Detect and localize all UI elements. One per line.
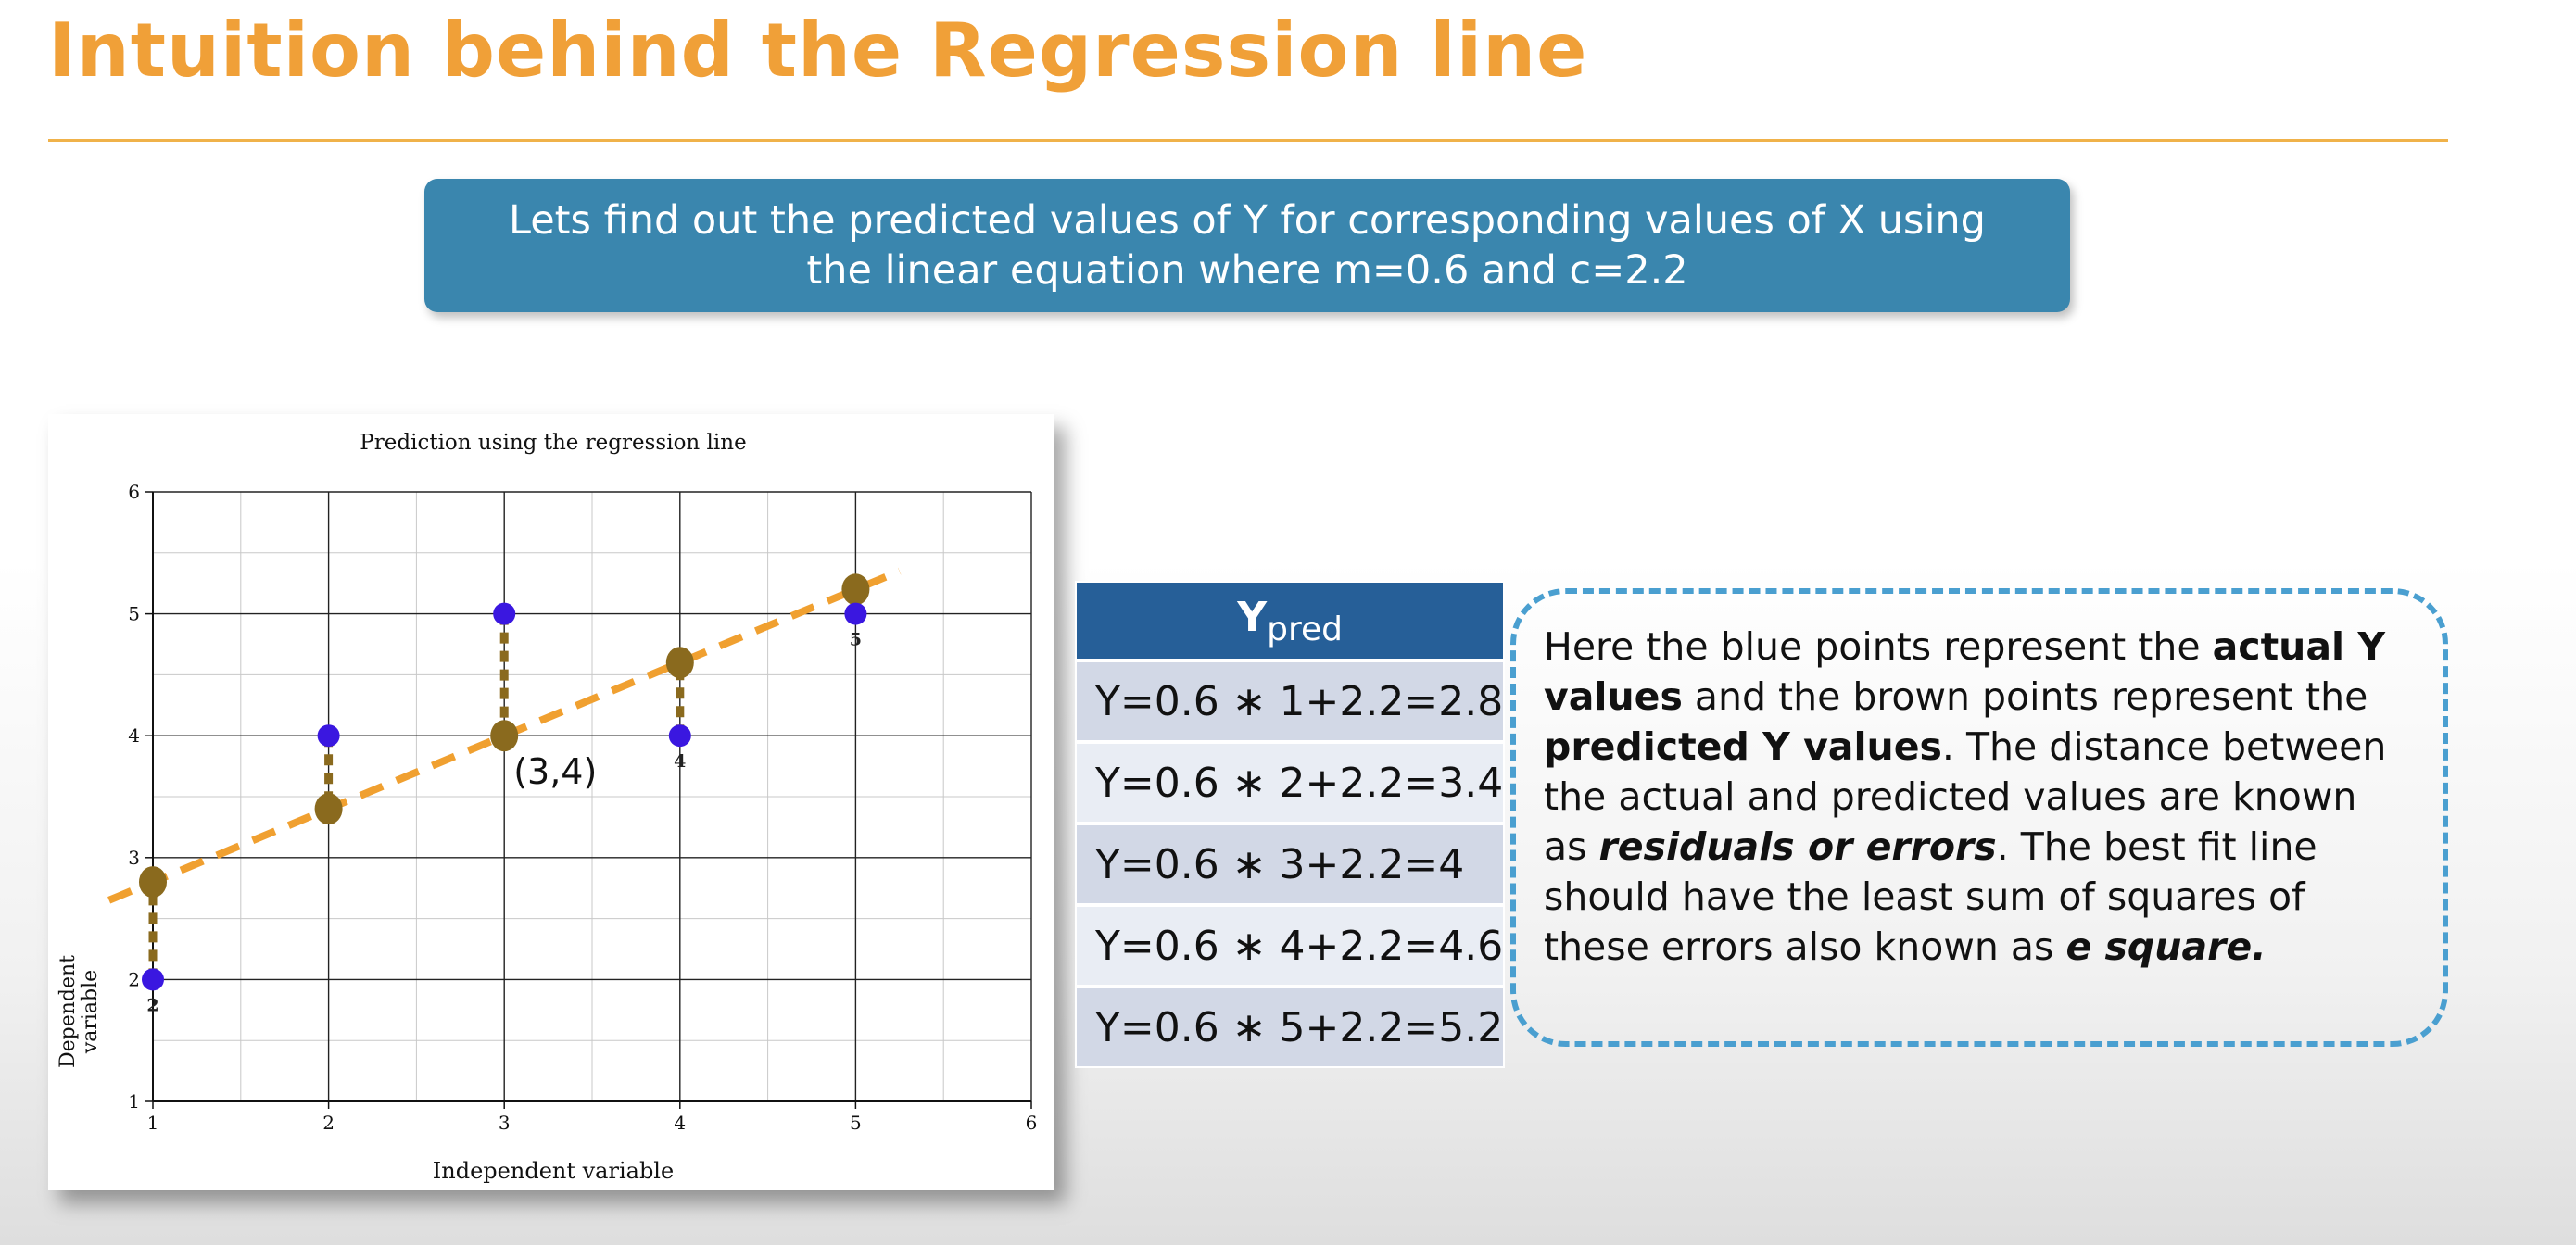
x-tick-label: 3 bbox=[499, 1112, 511, 1134]
actual-point bbox=[844, 602, 867, 625]
y-tick-label: 3 bbox=[128, 847, 140, 869]
chart-title: Prediction using the regression line bbox=[360, 431, 746, 455]
actual-point bbox=[317, 724, 340, 748]
predicted-values-table: Ypred Y=0.6 ∗ 1+2.2=2.8 Y=0.6 ∗ 2+2.2=3.… bbox=[1075, 581, 1506, 1068]
explanation-text-1: Here the blue points represent the bbox=[1544, 624, 2213, 669]
y-tick-label: 6 bbox=[128, 481, 140, 503]
y-tick-label: 4 bbox=[128, 724, 140, 747]
actual-point bbox=[668, 724, 691, 748]
table-row: Y=0.6 ∗ 4+2.2=4.6 bbox=[1075, 905, 1506, 987]
axis-tick-labels: 1 2 3 4 5 6 1 2 3 4 5 6 bbox=[128, 481, 1037, 1134]
explanation-italic-e-square: e square. bbox=[2065, 924, 2267, 969]
predicted-point bbox=[665, 647, 694, 679]
data-points: 2 4 5 bbox=[139, 573, 870, 1015]
explanation-text-3: . The distance between the actual and pr… bbox=[1544, 724, 2387, 869]
slide-title: Intuition behind the Regression line bbox=[48, 7, 1588, 94]
banner-text-line-2: the linear equation where m=0.6 and c=2.… bbox=[806, 247, 1688, 294]
title-divider bbox=[48, 139, 2448, 142]
x-axis-label: Independent variable bbox=[433, 1158, 674, 1184]
x-tick-label: 4 bbox=[674, 1112, 686, 1134]
predicted-point bbox=[314, 793, 343, 825]
point-annotation: (3,4) bbox=[513, 751, 597, 792]
table-header-main: Y bbox=[1237, 593, 1268, 641]
y-tick-label: 1 bbox=[128, 1090, 140, 1113]
explanation-text-4: . The best fit line should have the leas… bbox=[1544, 824, 2317, 969]
point-label: 5 bbox=[850, 630, 862, 650]
table-row: Y=0.6 ∗ 1+2.2=2.8 bbox=[1075, 660, 1506, 742]
minor-gridlines bbox=[153, 492, 1031, 1101]
explanation-text-2: and the brown points represent the bbox=[1682, 674, 2368, 719]
y-axis-label-line-1: Dependent bbox=[57, 955, 80, 1068]
explanation-italic-residuals: residuals or errors bbox=[1598, 824, 1997, 869]
table-row: Y=0.6 ∗ 5+2.2=5.2 bbox=[1075, 987, 1506, 1068]
predicted-point bbox=[490, 720, 519, 752]
table-header: Ypred bbox=[1075, 581, 1506, 660]
point-label: 2 bbox=[146, 995, 158, 1015]
predicted-point bbox=[139, 866, 167, 899]
table-row: Y=0.6 ∗ 2+2.2=3.4 bbox=[1075, 742, 1506, 824]
banner-text-line-1: Lets find out the predicted values of Y … bbox=[509, 197, 1986, 244]
explanation-bold-actual: actual Y values bbox=[1544, 624, 2386, 719]
table-header-sub: pred bbox=[1267, 610, 1343, 648]
actual-point bbox=[142, 968, 164, 991]
chart-axes bbox=[145, 491, 1032, 1109]
explanation-bold-predicted: predicted Y values bbox=[1544, 724, 1942, 769]
actual-point bbox=[493, 602, 516, 625]
x-tick-label: 5 bbox=[850, 1112, 862, 1134]
regression-chart: 1 2 3 4 5 6 1 2 3 4 5 6 2 4 5 Prediction using the re… bbox=[57, 431, 1037, 1184]
x-tick-label: 1 bbox=[147, 1112, 159, 1134]
y-axis-label-line-2: variable bbox=[79, 970, 102, 1054]
explanation-box: Here the blue points represent the actua… bbox=[1510, 588, 2448, 1047]
info-banner: Lets find out the predicted values of Y … bbox=[424, 179, 2070, 312]
x-tick-label: 6 bbox=[1026, 1112, 1038, 1134]
x-tick-label: 2 bbox=[322, 1112, 335, 1134]
regression-chart-card: 1 2 3 4 5 6 1 2 3 4 5 6 2 4 5 Prediction using the re… bbox=[48, 414, 1054, 1190]
predicted-point bbox=[841, 573, 870, 606]
point-label: 4 bbox=[674, 751, 686, 772]
y-tick-label: 5 bbox=[128, 603, 140, 625]
y-tick-label: 2 bbox=[128, 968, 140, 990]
table-row: Y=0.6 ∗ 3+2.2=4 bbox=[1075, 824, 1506, 905]
